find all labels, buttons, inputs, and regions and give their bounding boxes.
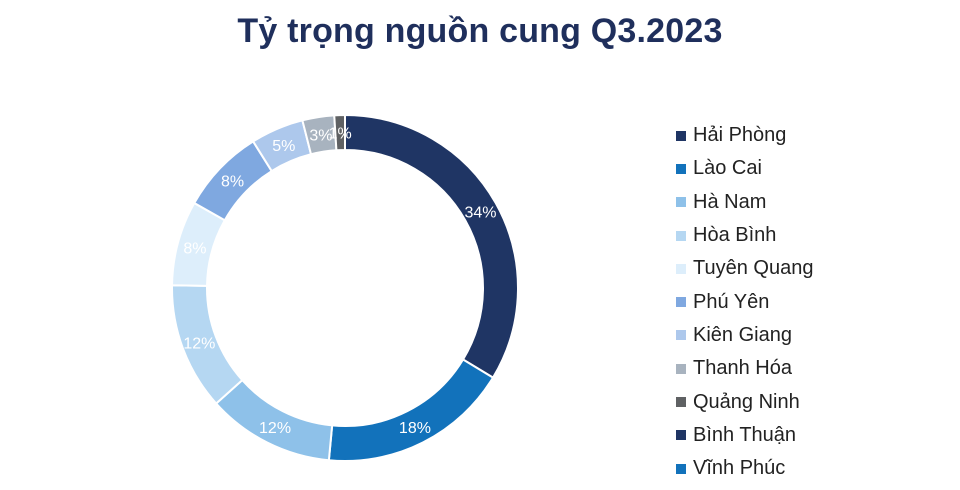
data-label-hoa-binh: 12% [183, 335, 215, 352]
legend-label: Kiên Giang [693, 323, 792, 346]
legend-label: Vĩnh Phúc [693, 457, 786, 480]
legend-item-kien-giang: Kiên Giang [676, 319, 813, 352]
legend-item-phu-yen: Phú Yên [676, 285, 813, 318]
slice-hai-phong [344, 113, 519, 379]
legend-item-binh-thuan: Bình Thuận [676, 419, 813, 452]
legend-swatch-icon [676, 363, 686, 374]
legend-swatch-icon [676, 230, 686, 241]
legend-item-quang-ninh: Quảng Ninh [676, 385, 813, 418]
legend-swatch-icon [676, 163, 686, 174]
data-label-thanh-hoa: 3% [309, 127, 332, 144]
legend-item-tuyen-quang: Tuyên Quang [676, 252, 813, 285]
legend: Hải Phòng Lào Cai Hà Nam Hòa Bình Tuyên Quan… [676, 119, 813, 485]
legend-item-ha-nam: Hà Nam [676, 186, 813, 219]
legend-item-lao-cai: Lào Cai [676, 152, 813, 185]
donut-slices [171, 113, 519, 462]
slice-quang-ninh [333, 113, 346, 152]
legend-swatch-icon [676, 130, 686, 141]
legend-label: Bình Thuận [693, 423, 797, 446]
data-label-quang-ninh: 1% [329, 126, 352, 143]
legend-item-vinh-phuc: Vĩnh Phúc [676, 452, 813, 485]
legend-item-hoa-binh: Hòa Bình [676, 219, 813, 252]
data-label-phu-yen: 8% [221, 174, 244, 191]
data-label-kien-giang: 5% [272, 138, 295, 155]
legend-swatch-icon [676, 263, 686, 274]
legend-label: Lào Cai [693, 157, 762, 180]
data-label-lao-cai: 18% [399, 420, 431, 437]
legend-swatch-icon [676, 197, 686, 208]
legend-label: Hà Nam [693, 190, 767, 213]
legend-swatch-icon [676, 297, 686, 308]
legend-swatch-icon [676, 397, 686, 408]
legend-label: Phú Yên [693, 290, 770, 313]
data-label-hai-phong: 34% [464, 205, 496, 222]
legend-label: Thanh Hóa [693, 357, 792, 380]
chart-title: Tỷ trọng nguồn cung Q3.2023 [237, 12, 723, 50]
slice-lao-cai [327, 358, 495, 462]
legend-label: Hòa Bình [693, 224, 777, 247]
donut-labels: 34% 18% 12% 12% 8% 8% 5% 3%1% [183, 126, 496, 437]
data-label-tuyen-quang: 8% [183, 240, 206, 257]
legend-label: Quảng Ninh [693, 390, 800, 413]
legend-item-thanh-hoa: Thanh Hóa [676, 352, 813, 385]
legend-label: Tuyên Quang [693, 257, 814, 280]
legend-swatch-icon [676, 463, 686, 474]
legend-item-hai-phong: Hải Phòng [676, 119, 813, 152]
legend-label: Hải Phòng [693, 124, 787, 147]
legend-swatch-icon [676, 430, 686, 441]
legend-swatch-icon [676, 330, 686, 341]
data-label-ha-nam: 12% [259, 420, 291, 437]
